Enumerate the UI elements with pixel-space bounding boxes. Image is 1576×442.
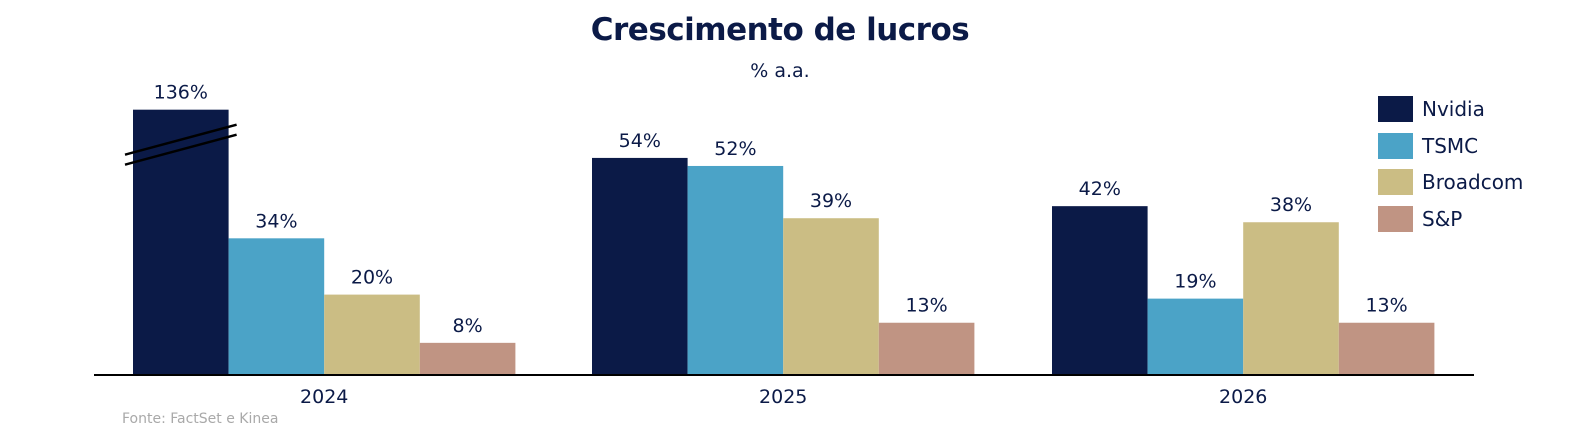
axis-break-mark — [124, 123, 237, 156]
data-label: 34% — [255, 210, 297, 232]
data-label: 42% — [1079, 178, 1121, 200]
legend-label: TSMC — [1422, 133, 1479, 158]
source-note: Fonte: FactSet e Kinea — [122, 411, 279, 427]
bar-nvidia-2026 — [1052, 206, 1148, 375]
legend-item: S&P — [1378, 201, 1523, 238]
data-label: 13% — [1365, 295, 1407, 317]
bar-sp-2025 — [878, 322, 975, 375]
legend-swatch — [1378, 205, 1413, 232]
data-label: 52% — [714, 138, 756, 160]
data-label: 13% — [905, 295, 947, 317]
bar-tsmc-2024 — [228, 238, 325, 375]
legend-label: Nvidia — [1422, 97, 1485, 122]
chart-subtitle: % a.a. — [750, 60, 810, 82]
bar-nvidia-2025 — [592, 157, 688, 375]
legend-item: Nvidia — [1378, 91, 1523, 128]
legend-swatch — [1378, 169, 1413, 196]
x-tick-label: 2025 — [759, 386, 807, 408]
legend-label: S&P — [1422, 206, 1463, 231]
legend-item: TSMC — [1378, 128, 1523, 165]
bar-sp-2024 — [419, 342, 516, 375]
data-label: 39% — [810, 190, 852, 212]
bar-sp-2026 — [1338, 322, 1435, 375]
data-label: 136% — [154, 82, 208, 104]
x-tick-label: 2024 — [300, 386, 348, 408]
data-label: 54% — [619, 130, 661, 152]
x-tick-label: 2026 — [1219, 386, 1267, 408]
bar-tsmc-2026 — [1147, 298, 1244, 375]
legend-item: Broadcom — [1378, 164, 1523, 201]
data-label: 38% — [1270, 194, 1312, 216]
data-label: 19% — [1174, 271, 1216, 293]
bar-tsmc-2025 — [687, 165, 784, 375]
axis-break-mark — [124, 133, 237, 166]
chart-title: Crescimento de lucros — [590, 12, 970, 48]
bar-broadcom-2025 — [783, 218, 879, 375]
bar-broadcom-2024 — [324, 294, 420, 375]
data-label: 20% — [351, 267, 393, 289]
legend-swatch — [1378, 132, 1413, 159]
bar-broadcom-2026 — [1243, 222, 1339, 375]
bar-nvidia-2024 — [133, 109, 229, 376]
legend-swatch — [1378, 96, 1413, 123]
legend-label: Broadcom — [1422, 170, 1524, 195]
data-label: 8% — [453, 315, 483, 337]
legend: Nvidia TSMC Broadcom S&P — [1378, 91, 1523, 237]
